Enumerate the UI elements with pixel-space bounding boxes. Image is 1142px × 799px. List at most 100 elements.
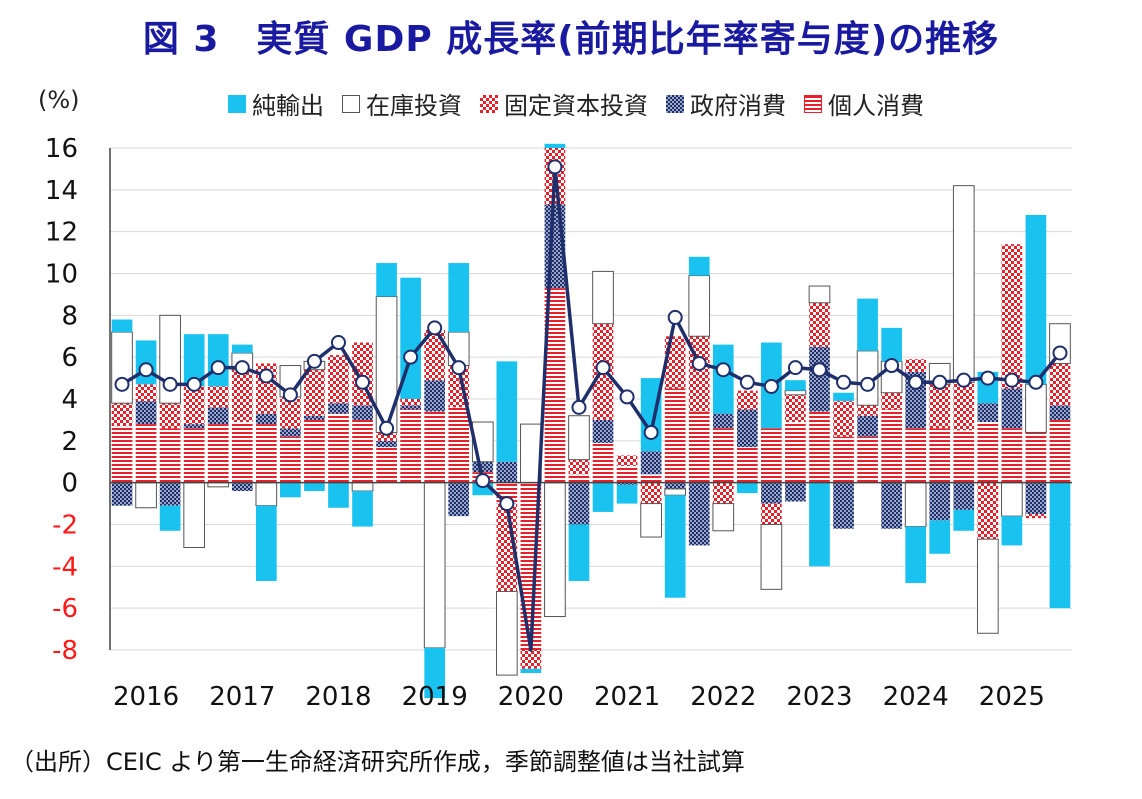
bar-inventory	[423, 482, 446, 649]
bar-consumption	[905, 428, 927, 483]
bar-fixed_investment	[304, 369, 325, 416]
bar-inventory	[135, 482, 157, 509]
gdp-marker	[763, 378, 779, 394]
bar-consumption	[953, 430, 975, 483]
bar-net_exports	[304, 482, 325, 492]
bar-fixed_investment	[520, 650, 542, 669]
gdp-marker	[908, 374, 924, 390]
x-year-label: 2023	[786, 682, 852, 712]
bar-net_exports	[857, 298, 878, 351]
bar-consumption	[376, 447, 397, 483]
y-tick-label: -6	[52, 594, 78, 624]
bar-consumption	[833, 436, 854, 483]
bar-inventory	[640, 503, 662, 538]
bar-fixed_investment	[953, 382, 975, 431]
axis-labels: 16 14 12 10 8 6 4 2 0 -2 -4 -6 -8 2016 2017 2018 2019 202…	[45, 134, 1045, 712]
bar-consumption	[1001, 428, 1023, 483]
chart-title: 図 3 実質 GDP 成長率(前期比年率寄与度)の推移	[142, 19, 1000, 60]
bar-fixed_investment	[785, 394, 806, 423]
bar-consumption	[544, 288, 566, 483]
gdp-marker	[258, 368, 274, 384]
x-year-label: 2018	[305, 682, 371, 712]
bar-consumption	[304, 419, 325, 483]
bar-fixed_investment	[712, 482, 734, 504]
bar-net_exports	[1001, 516, 1023, 546]
bar-government	[977, 403, 999, 423]
bar-consumption	[207, 424, 229, 483]
gdp-marker	[210, 360, 226, 376]
bar-consumption	[761, 428, 782, 483]
bar-inventory	[760, 524, 783, 590]
gdp-marker	[114, 376, 130, 392]
gdp-marker	[860, 376, 876, 392]
bar-net_exports	[520, 668, 542, 674]
bar-fixed_investment	[135, 384, 157, 402]
x-year-label: 2024	[883, 682, 949, 712]
bar-government	[111, 482, 133, 506]
bar-fixed_investment	[424, 329, 446, 381]
bar-consumption	[135, 424, 157, 483]
bar-fixed_investment	[207, 386, 229, 408]
bar-fixed_investment	[159, 403, 181, 429]
bar-government	[881, 482, 902, 529]
bar-inventory	[976, 538, 999, 634]
y-tick-label: 16	[45, 134, 78, 164]
gdp-marker	[547, 159, 563, 175]
bar-net_exports	[448, 263, 470, 333]
bar-inventory	[351, 482, 374, 492]
bar-fixed_investment	[833, 401, 854, 437]
bar-net_exports	[881, 327, 902, 362]
bar-government	[809, 346, 830, 412]
gdp-marker	[1028, 374, 1044, 390]
legend-item-consumption: 個人消費	[804, 86, 924, 121]
y-tick-label: 10	[45, 260, 78, 290]
bar-net_exports	[376, 263, 397, 297]
bar-fixed_investment	[881, 392, 902, 410]
gdp-marker	[427, 320, 443, 336]
bar-consumption	[448, 407, 470, 483]
bar-inventory	[592, 270, 614, 325]
bar-consumption	[568, 474, 590, 483]
bar-consumption	[159, 428, 181, 483]
bar-consumption	[255, 424, 277, 483]
gridlines	[110, 147, 1072, 651]
bar-inventory	[183, 482, 206, 549]
bar-government	[472, 461, 494, 473]
y-tick-label: -2	[52, 511, 78, 541]
gdp-marker	[1052, 345, 1068, 361]
y-tick-label: 14	[45, 176, 78, 206]
legend-label: 在庫投資	[366, 92, 462, 120]
bar-inventory	[904, 482, 927, 528]
bar-government	[400, 405, 421, 410]
bar-net_exports	[280, 482, 301, 498]
bar-net_exports	[688, 256, 710, 276]
x-year-label: 2021	[594, 682, 660, 712]
bar-government	[568, 482, 590, 525]
bar-inventory	[808, 285, 831, 304]
bar-government	[1049, 405, 1071, 420]
x-year-label: 2017	[209, 682, 275, 712]
bar-consumption	[424, 411, 446, 483]
bar-government	[280, 428, 301, 437]
y-tick-label: -4	[52, 552, 78, 582]
bar-government	[448, 482, 470, 517]
x-year-label: 2016	[113, 682, 179, 712]
bar-net_exports	[640, 378, 662, 452]
legend-label: 固定資本投資	[504, 92, 648, 120]
y-axis-unit-label: (%)	[38, 86, 80, 114]
bar-consumption	[111, 426, 133, 483]
legend-item-net_exports: 純輸出	[228, 86, 324, 121]
axes	[109, 148, 1072, 650]
bar-consumption	[688, 411, 710, 483]
bar-government	[496, 461, 518, 483]
bar-government	[929, 482, 951, 521]
bar-consumption	[328, 413, 349, 483]
legend-swatch	[342, 94, 360, 113]
y-tick-label: 0	[61, 469, 78, 499]
bar-government	[833, 482, 854, 529]
bar-net_exports	[183, 334, 205, 387]
bar-fixed_investment	[400, 399, 421, 406]
bar-consumption	[809, 411, 830, 483]
bar-net_exports	[159, 505, 181, 531]
bar-consumption	[352, 419, 373, 483]
